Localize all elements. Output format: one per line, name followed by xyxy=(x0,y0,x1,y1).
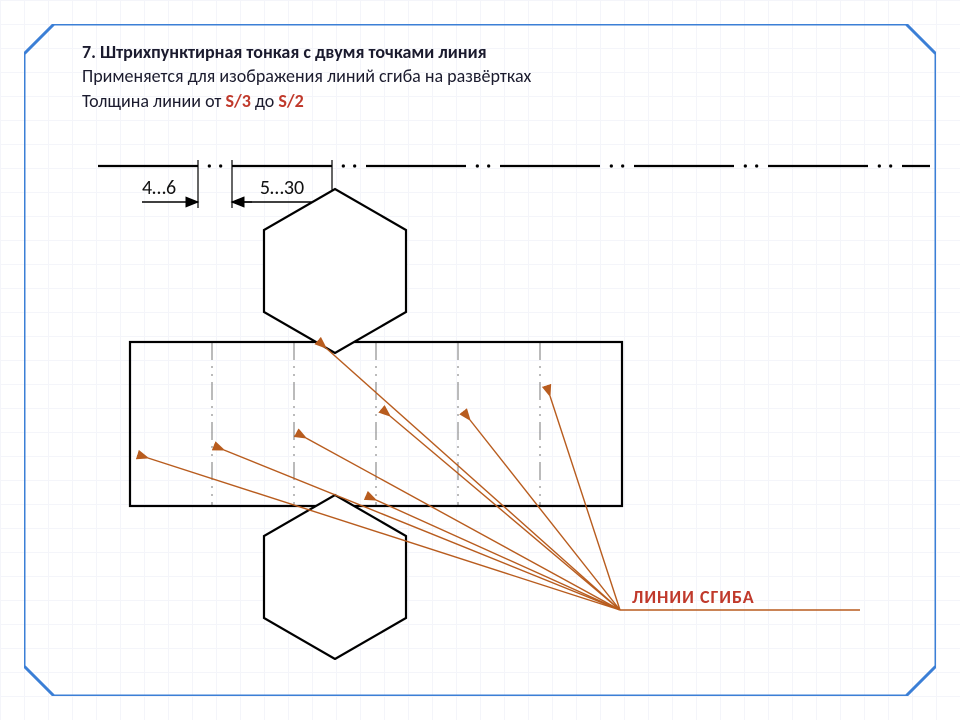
fold-line-callouts xyxy=(148,348,860,610)
title-bold: Штрихпунктирная тонкая с двумя точками л… xyxy=(100,41,487,63)
title-number: 7. xyxy=(82,41,100,63)
s-from: S/3 xyxy=(225,90,250,112)
title-line2: Применяется для изображения линий сгиба … xyxy=(82,64,882,88)
line-type-demo xyxy=(98,164,930,167)
title-line3-prefix: Толщина линии от xyxy=(82,90,225,112)
diagram-svg: 4…6 5…30 xyxy=(60,150,930,660)
fold-lines-label: ЛИНИИ СГИБА xyxy=(632,586,755,608)
page: 7. Штрихпунктирная тонкая с двумя точкам… xyxy=(0,0,960,720)
title-line3-mid: до xyxy=(251,90,279,112)
gap-dimension-label: 4…6 xyxy=(142,176,176,200)
s-to: S/2 xyxy=(278,90,303,112)
dash-dimension-label: 5…30 xyxy=(260,176,304,200)
title-block: 7. Штрихпунктирная тонкая с двумя точкам… xyxy=(82,40,882,113)
net-unfolding xyxy=(130,189,622,659)
